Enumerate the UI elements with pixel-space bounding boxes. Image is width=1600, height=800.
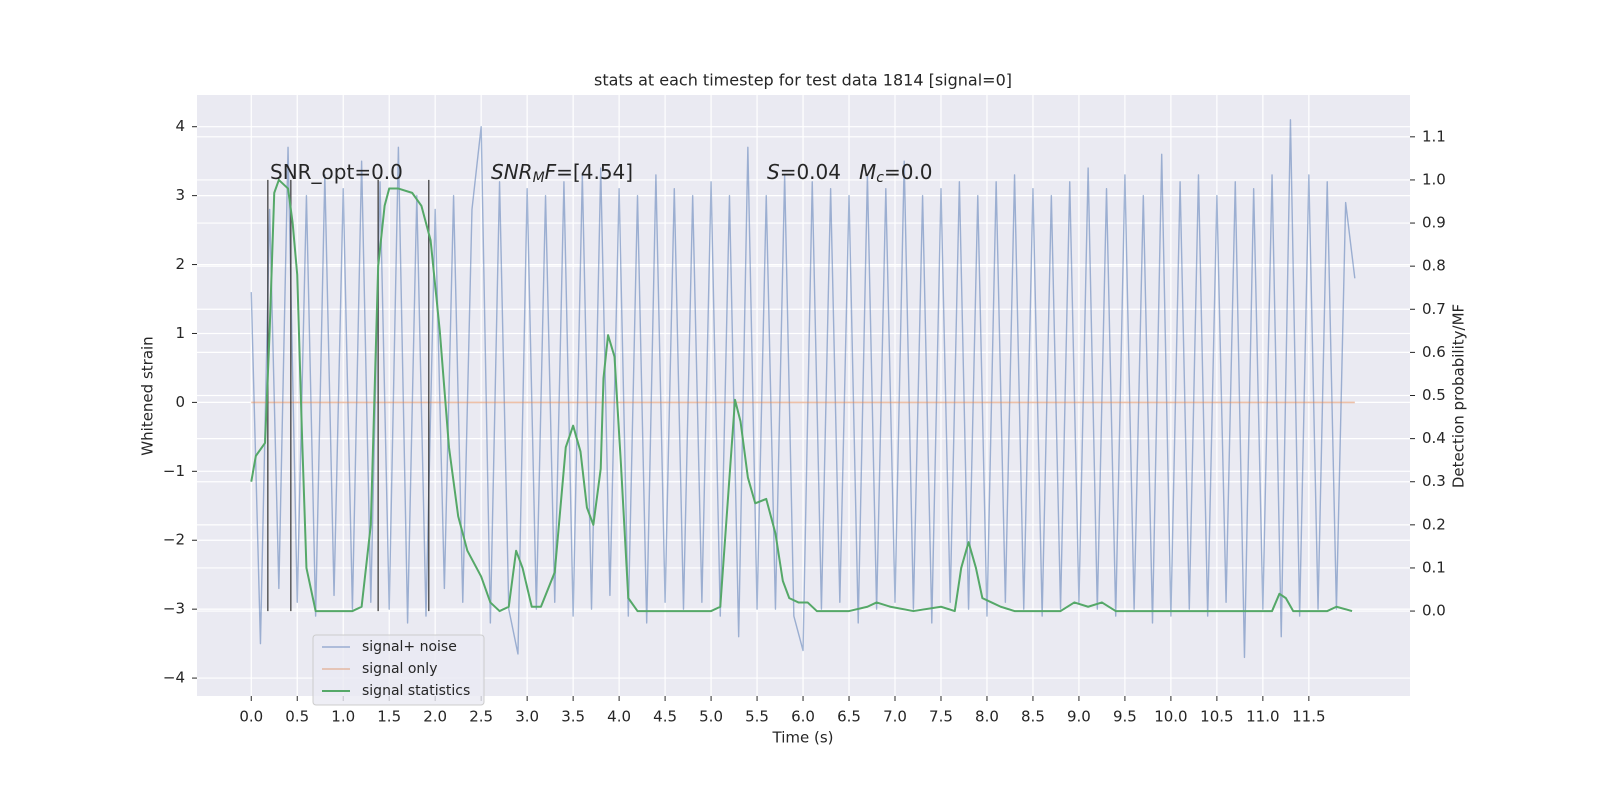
y2-axis-label: Detection probability/MF bbox=[1450, 304, 1468, 488]
legend-box bbox=[312, 634, 485, 706]
x-tick-label: 7.0 bbox=[883, 708, 907, 726]
x-tick-label: 3.0 bbox=[515, 708, 539, 726]
legend-label: signal+ noise bbox=[362, 639, 457, 655]
annotation: SNR_opt=0.0 bbox=[270, 160, 403, 184]
x-tick-label: 5.5 bbox=[745, 708, 769, 726]
x-tick-label: 7.5 bbox=[929, 708, 953, 726]
y2-tick-label: 1.0 bbox=[1422, 170, 1446, 188]
y-tick-label: −4 bbox=[163, 669, 185, 687]
y-tick-label: −1 bbox=[163, 462, 185, 480]
annotation-part: SNR_opt=0.0 bbox=[270, 160, 403, 184]
annotation-part: =0.04 bbox=[780, 160, 841, 184]
y2-tick-label: 1.1 bbox=[1422, 127, 1446, 145]
x-tick-label: 1.0 bbox=[331, 708, 355, 726]
y2-tick-label: 0.9 bbox=[1422, 214, 1446, 232]
chart-title: stats at each timestep for test data 181… bbox=[594, 71, 1012, 90]
y-tick-label: 3 bbox=[175, 186, 185, 204]
x-tick-label: 8.0 bbox=[975, 708, 999, 726]
x-tick-label: 1.5 bbox=[377, 708, 401, 726]
x-tick-label: 0.0 bbox=[239, 708, 263, 726]
x-tick-label: 6.5 bbox=[837, 708, 861, 726]
legend-label: signal statistics bbox=[362, 683, 470, 699]
x-tick-label: 11.5 bbox=[1292, 708, 1325, 726]
annotation: S=0.04 bbox=[767, 160, 841, 184]
y-tick-label: −3 bbox=[163, 600, 185, 618]
x-tick-label: 11.0 bbox=[1246, 708, 1279, 726]
y2-tick-label: 0.7 bbox=[1422, 300, 1446, 318]
annotation-part: =0.0 bbox=[884, 160, 933, 184]
y-tick-label: 1 bbox=[175, 324, 185, 342]
x-tick-label: 6.0 bbox=[791, 708, 815, 726]
annotation-part: F bbox=[545, 160, 557, 184]
y2-tick-label: 0.3 bbox=[1422, 472, 1446, 490]
y-tick-label: 0 bbox=[175, 393, 185, 411]
y2-tick-label: 0.0 bbox=[1422, 602, 1446, 620]
y2-tick-label: 0.8 bbox=[1422, 257, 1446, 275]
x-tick-label: 4.5 bbox=[653, 708, 677, 726]
annotation: SNRMF=[4.54] bbox=[491, 160, 633, 187]
x-tick-label: 4.0 bbox=[607, 708, 631, 726]
annotation-part: =[4.54] bbox=[556, 160, 633, 184]
x-tick-label: 8.5 bbox=[1021, 708, 1045, 726]
y2-tick-label: 0.4 bbox=[1422, 429, 1446, 447]
y-tick-label: 4 bbox=[175, 117, 185, 135]
x-tick-label: 2.5 bbox=[469, 708, 493, 726]
y-tick-label: 2 bbox=[175, 255, 185, 273]
x-tick-label: 9.5 bbox=[1113, 708, 1137, 726]
y-axis-label: Whitened strain bbox=[139, 336, 157, 455]
x-tick-label: 9.0 bbox=[1067, 708, 1091, 726]
annotation: Mc=0.0 bbox=[859, 160, 933, 187]
x-tick-label: 3.5 bbox=[561, 708, 585, 726]
x-tick-label: 10.5 bbox=[1200, 708, 1233, 726]
series-line bbox=[250, 119, 1356, 659]
annotation-part: M bbox=[533, 170, 545, 186]
x-tick-label: 5.0 bbox=[699, 708, 723, 726]
annotation-part: SNR bbox=[491, 160, 533, 184]
annotation-part: S bbox=[767, 160, 780, 184]
annotation-part: c bbox=[876, 170, 884, 186]
x-tick-label: 2.0 bbox=[423, 708, 447, 726]
legend-label: signal only bbox=[362, 661, 437, 677]
x-axis-label: Time (s) bbox=[772, 729, 834, 747]
series-line bbox=[250, 178, 1353, 613]
x-tick-label: 10.0 bbox=[1154, 708, 1187, 726]
annotation-part: M bbox=[859, 160, 876, 184]
y2-tick-label: 0.2 bbox=[1422, 515, 1446, 533]
y2-tick-label: 0.1 bbox=[1422, 558, 1446, 576]
y2-tick-label: 0.5 bbox=[1422, 386, 1446, 404]
y2-tick-label: 0.6 bbox=[1422, 343, 1446, 361]
x-tick-label: 0.5 bbox=[285, 708, 309, 726]
y-tick-label: −2 bbox=[163, 531, 185, 549]
